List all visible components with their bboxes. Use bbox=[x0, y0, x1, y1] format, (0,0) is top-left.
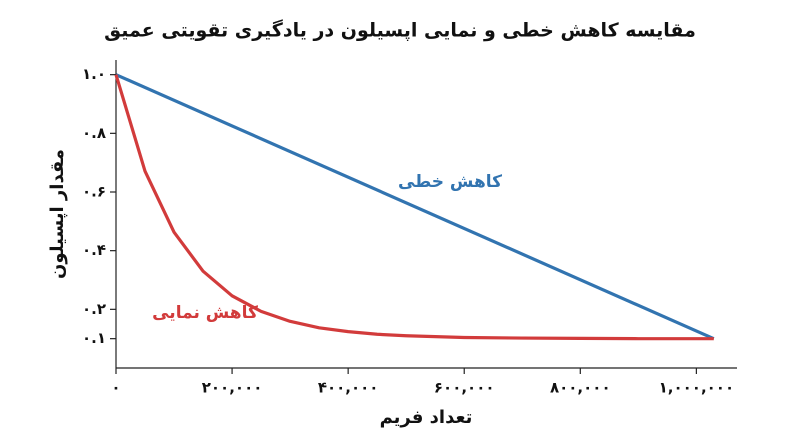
series-line bbox=[114, 74, 714, 341]
y-tick-label: ۱.۰ bbox=[82, 65, 106, 83]
y-tick-label: ۰.۸ bbox=[82, 124, 106, 142]
chart-title: مقایسه کاهش خطی و نمایی اپسیلون در یادگی… bbox=[104, 19, 696, 42]
x-tick-label: ۸۰۰,۰۰۰ bbox=[550, 379, 611, 397]
x-tick-label: ۴۰۰,۰۰۰ bbox=[318, 379, 379, 397]
y-tick-label: ۰.۱ bbox=[82, 329, 106, 347]
x-tick-label: ۶۰۰,۰۰۰ bbox=[434, 379, 495, 397]
series-line bbox=[115, 73, 715, 341]
x-tick-label: ۰ bbox=[111, 379, 120, 397]
x-axis-title: تعداد فریم bbox=[380, 407, 473, 428]
x-tick-label: ۲۰۰,۰۰۰ bbox=[202, 379, 263, 397]
series-label: کاهش نمایی bbox=[152, 303, 258, 323]
y-tick-label: ۰.۶ bbox=[82, 183, 106, 201]
series-label: کاهش خطی bbox=[398, 172, 502, 192]
y-axis-title: مقدار اپسیلون bbox=[47, 149, 68, 279]
y-tick-label: ۰.۲ bbox=[82, 300, 106, 318]
x-tick-label: ۱,۰۰۰,۰۰۰ bbox=[659, 379, 734, 397]
y-tick-label: ۰.۴ bbox=[82, 241, 106, 259]
